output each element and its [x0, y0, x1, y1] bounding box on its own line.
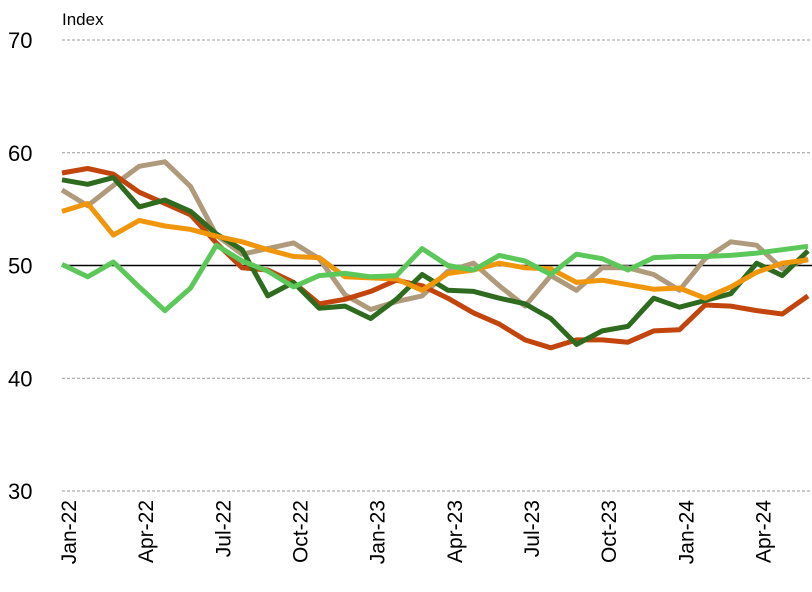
- y-tick-label: 30: [8, 479, 32, 504]
- series-line: [61, 201, 809, 301]
- y-tick-label: 70: [8, 28, 32, 53]
- x-tick-label: Jul-23: [521, 500, 544, 557]
- x-tick-label: Apr-22: [135, 500, 158, 563]
- x-tick-label: Apr-23: [444, 500, 467, 563]
- x-tick-label: Oct-22: [290, 500, 313, 563]
- y-axis-label: Index: [62, 10, 104, 29]
- series-line: [60, 159, 809, 312]
- y-tick-label: 40: [8, 366, 32, 391]
- x-tick-label: Jan-22: [58, 500, 81, 564]
- x-tick-label: Jul-22: [212, 500, 235, 557]
- y-tick-label: 60: [8, 141, 32, 166]
- x-tick-label: Oct-23: [598, 500, 621, 563]
- x-tick-label: Jan-24: [675, 500, 698, 565]
- series-line: [61, 175, 810, 347]
- series-line: [60, 242, 809, 314]
- x-tick-label: Apr-24: [753, 500, 776, 563]
- y-tick-label: 50: [8, 254, 32, 279]
- series-line: [61, 166, 810, 351]
- x-tick-label: Jan-23: [367, 500, 390, 564]
